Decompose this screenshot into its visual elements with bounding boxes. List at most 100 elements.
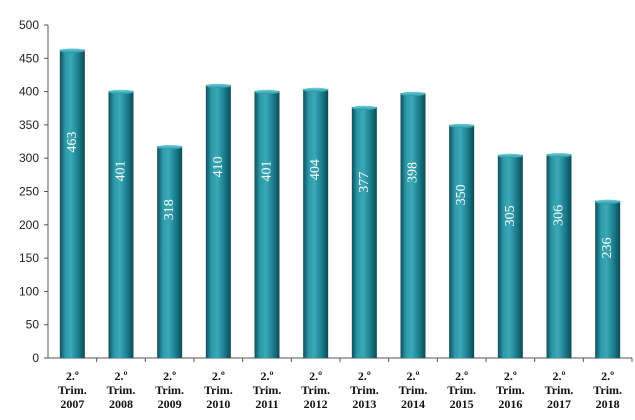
data-label: 318 xyxy=(162,199,177,220)
bar-body xyxy=(546,154,572,358)
x-tick-label: 2.º Trim. 2007 xyxy=(58,369,87,411)
y-tick-label: 250 xyxy=(19,185,39,199)
x-tick-label-line: 2010 xyxy=(206,397,230,411)
x-tick-label-line: Trim. xyxy=(253,383,282,397)
x-tick-label-line: 2.º xyxy=(601,369,614,383)
bars: 463 401 318 410 401 404 377 398 350 305 306 236 xyxy=(59,48,621,359)
x-tick-label-line: 2007 xyxy=(60,397,84,411)
bar: 404 xyxy=(303,87,329,358)
x-tick-label-line: 2.º xyxy=(455,369,468,383)
x-tick-label-line: Trim. xyxy=(496,383,525,397)
x-tick-label-line: 2.º xyxy=(553,369,566,383)
bar-top xyxy=(205,83,231,89)
y-tick-label: 450 xyxy=(19,51,39,65)
x-tick-label-line: 2018 xyxy=(596,397,620,411)
x-tick-label: 2.º Trim. 2008 xyxy=(107,369,136,411)
data-label: 398 xyxy=(406,162,421,183)
x-tick-label-line: 2011 xyxy=(255,397,278,411)
bar-body xyxy=(400,92,426,358)
x-tick-label: 2.º Trim. 2011 xyxy=(253,369,282,411)
y-tick-label: 150 xyxy=(19,251,39,265)
x-tick-label-line: Trim. xyxy=(399,383,428,397)
y-tick-label: 50 xyxy=(26,318,40,332)
x-tick-label-line: 2013 xyxy=(352,397,376,411)
x-tick-label-line: 2008 xyxy=(109,397,133,411)
x-tick-label-line: 2.º xyxy=(358,369,371,383)
bar-top xyxy=(351,105,377,111)
x-tick-label-line: 2016 xyxy=(498,397,522,411)
x-tick-label-line: Trim. xyxy=(447,383,476,397)
x-tick-label-line: Trim. xyxy=(58,383,87,397)
x-tick-label-line: 2.º xyxy=(309,369,322,383)
bar-top xyxy=(303,87,329,93)
bar-body xyxy=(497,154,523,358)
y-tick-label: 300 xyxy=(19,151,39,165)
y-tick-label: 100 xyxy=(19,284,39,298)
y-tick-label: 350 xyxy=(19,118,39,132)
x-tick-label-line: Trim. xyxy=(301,383,330,397)
y-tick-label: 0 xyxy=(32,351,39,365)
bar-top xyxy=(497,153,523,159)
x-tick-label-line: Trim. xyxy=(107,383,136,397)
bar-top xyxy=(254,89,280,95)
bar-body xyxy=(108,90,134,359)
x-tick-label: 2.º Trim. 2015 xyxy=(447,369,476,411)
bar-body xyxy=(59,49,85,358)
bar-top xyxy=(59,48,85,53)
x-tick-label-line: 2014 xyxy=(401,397,425,411)
data-label: 401 xyxy=(260,161,275,182)
bar: 401 xyxy=(108,89,134,359)
x-tick-label: 2.º Trim. 2009 xyxy=(155,369,184,411)
x-tick-label-line: 2.º xyxy=(212,369,225,383)
y-tick-label: 500 xyxy=(19,18,39,32)
bar-top xyxy=(546,153,572,158)
data-label: 463 xyxy=(65,132,80,153)
data-label: 350 xyxy=(454,184,469,205)
x-tick-label: 2.º Trim. 2014 xyxy=(399,369,428,411)
x-tick-label: 2.º Trim. 2012 xyxy=(301,369,330,411)
data-label: 236 xyxy=(600,237,615,258)
x-tick-label-line: 2.º xyxy=(261,369,274,383)
data-label: 306 xyxy=(552,205,567,226)
bar-body xyxy=(157,146,183,358)
bar: 377 xyxy=(351,105,377,358)
bar: 350 xyxy=(449,123,475,359)
x-tick-label-line: 2009 xyxy=(158,397,182,411)
x-tick-label: 2.º Trim. 2017 xyxy=(545,369,574,411)
data-label: 404 xyxy=(308,159,323,180)
bar-body xyxy=(254,90,280,359)
bar-body xyxy=(205,84,231,358)
x-tick-label-line: 2012 xyxy=(304,397,328,411)
x-tick-label-line: Trim. xyxy=(204,383,233,397)
data-label: 305 xyxy=(503,205,518,226)
axes: 0 50 100 150 200 250 300 350 400 450 500 xyxy=(19,18,633,365)
x-tick-label: 2.º Trim. 2018 xyxy=(593,369,622,411)
bar: 410 xyxy=(205,83,231,358)
x-tick-label-line: Trim. xyxy=(545,383,574,397)
y-tick-label: 400 xyxy=(19,85,39,99)
bar-body xyxy=(303,88,329,358)
x-tick-label: 2.º Trim. 2013 xyxy=(350,369,379,411)
bar: 305 xyxy=(497,153,523,358)
data-label: 377 xyxy=(357,172,372,193)
bar: 306 xyxy=(546,153,572,358)
bar-body xyxy=(449,124,475,359)
bar-body xyxy=(595,200,621,358)
bar-top xyxy=(595,199,621,205)
x-tick-label: 2.º Trim. 2010 xyxy=(204,369,233,411)
x-tick-label-line: 2.º xyxy=(115,369,128,383)
bar-body xyxy=(351,106,377,358)
bar: 318 xyxy=(157,145,183,358)
data-label: 410 xyxy=(211,156,226,177)
y-tick-label: 200 xyxy=(19,218,39,232)
bar: 398 xyxy=(400,91,426,358)
x-tick-label-line: 2015 xyxy=(450,397,474,411)
x-tick-label-line: Trim. xyxy=(350,383,379,397)
bar-top xyxy=(108,89,134,95)
bar-top xyxy=(157,145,183,150)
x-tick-label: 2.º Trim. 2016 xyxy=(496,369,525,411)
x-tick-label-line: 2.º xyxy=(407,369,420,383)
bar: 236 xyxy=(595,199,621,358)
